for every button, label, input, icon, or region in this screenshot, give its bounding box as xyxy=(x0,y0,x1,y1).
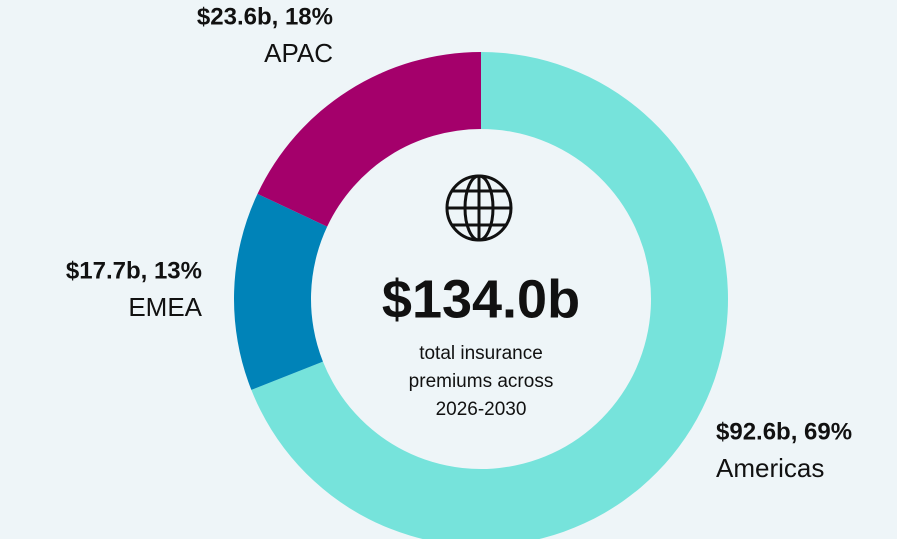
slice xyxy=(234,193,328,390)
category-label: Americas xyxy=(716,453,824,483)
category-label: EMEA xyxy=(128,292,202,322)
center-text: premiums across xyxy=(409,371,554,392)
center-value: $134.0b xyxy=(382,269,580,329)
center-text: total insurance xyxy=(419,343,543,364)
slice xyxy=(257,52,481,227)
value-label: $23.6b, 18% xyxy=(197,3,333,30)
category-label: APAC xyxy=(264,38,333,68)
value-label: $17.7b, 13% xyxy=(66,257,202,284)
slice xyxy=(251,52,728,539)
globe-icon xyxy=(445,174,513,242)
center-text: 2026-2030 xyxy=(436,399,527,420)
value-label: $92.6b, 69% xyxy=(716,418,852,445)
